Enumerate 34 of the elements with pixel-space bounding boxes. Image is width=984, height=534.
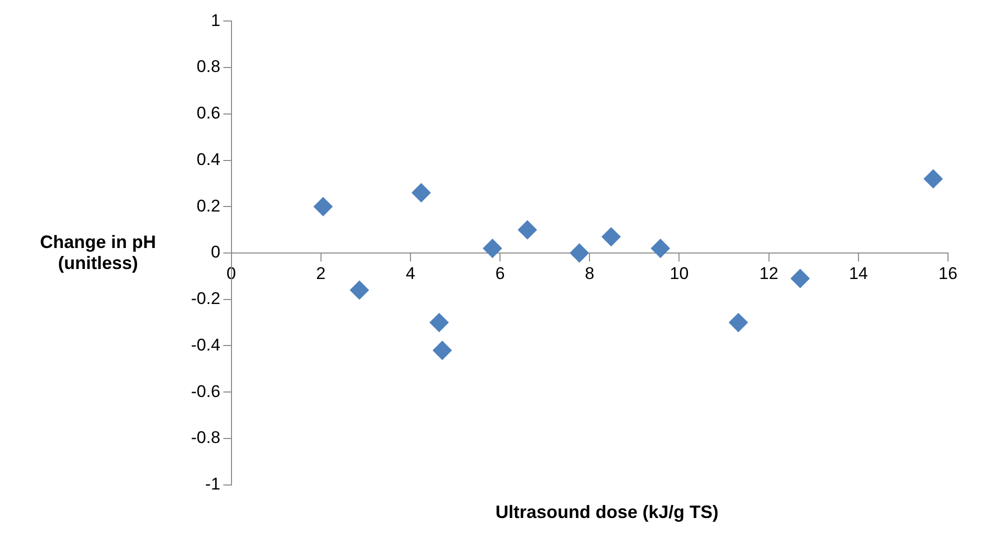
point: [350, 280, 369, 300]
y-tick-label: 0.2: [196, 196, 220, 216]
point: [482, 238, 502, 258]
y-tick-label: 1: [210, 10, 220, 30]
x-tick-label: 12: [759, 264, 778, 283]
point: [650, 238, 670, 258]
y-tick-label: -0.2: [190, 289, 220, 308]
x-tick-label: 16: [938, 264, 958, 283]
point: [432, 340, 452, 360]
y-tick-label: -0.4: [190, 335, 220, 354]
x-tick-label: 4: [406, 264, 416, 283]
x-tick-label: 8: [584, 264, 594, 283]
point: [412, 183, 431, 202]
x-tick-label: 6: [495, 264, 505, 283]
point: [728, 313, 748, 332]
point: [570, 244, 589, 262]
y-tick-label: -0.6: [190, 382, 220, 401]
y-tick-label: -0.8: [190, 428, 220, 448]
point: [518, 220, 537, 240]
point: [314, 197, 333, 216]
y-tick-label: 0.4: [196, 150, 220, 169]
point: [924, 169, 943, 188]
y-tick-label: 0.8: [196, 57, 220, 76]
point: [430, 313, 449, 332]
point: [790, 269, 810, 288]
y-tick-label: -1: [205, 474, 220, 494]
x-tick-label: 2: [316, 264, 326, 283]
x-tick-label: 10: [670, 264, 689, 283]
y-tick-label: 0.6: [196, 104, 220, 123]
x-tick-label: 14: [848, 264, 868, 283]
point: [602, 227, 621, 246]
y-axis-title: Change in pH (unitless): [39, 232, 157, 274]
y-tick-label: 0: [210, 242, 220, 262]
x-axis-title: Ultrasound dose (kJ/g TS): [494, 502, 720, 523]
